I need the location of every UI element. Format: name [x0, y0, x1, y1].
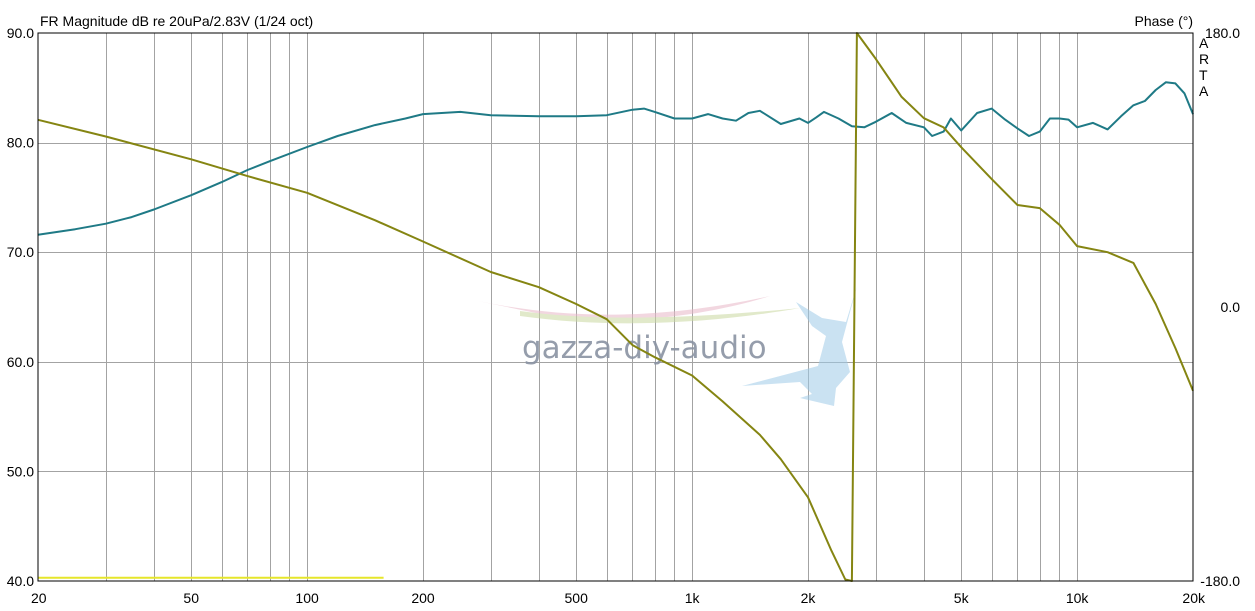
- watermark-swoosh: [478, 296, 770, 321]
- brand-letter: A: [1199, 83, 1209, 99]
- y-tick-label: 40.0: [7, 573, 34, 589]
- x-tick-label: 10k: [1066, 590, 1090, 606]
- magnitude-series: [37, 81, 1194, 236]
- y2-tick-label: 180.0: [1205, 25, 1240, 41]
- brand-letter: T: [1199, 67, 1208, 83]
- x-tick-label: 100: [295, 590, 319, 606]
- chart-title: FR Magnitude dB re 20uPa/2.83V (1/24 oct…: [40, 13, 313, 29]
- y-axis-ticks: 90.0 80.0 70.0 60.0 50.0 40.0: [7, 25, 34, 589]
- x-axis-ticks: 20 50 100 200 500 1k 2k 5k 10k 20k: [31, 590, 1206, 606]
- y-tick-label: 90.0: [7, 25, 34, 41]
- y-tick-label: 80.0: [7, 135, 34, 151]
- brand-letter: A: [1199, 35, 1209, 51]
- plot-frame: [37, 32, 1194, 582]
- x-tick-label: 20: [31, 590, 47, 606]
- x-tick-label: 50: [183, 590, 199, 606]
- x-tick-label: 5k: [954, 590, 970, 606]
- x-tick-label: 2k: [801, 590, 817, 606]
- phase-line: [37, 32, 1194, 582]
- y2-tick-label: 0.0: [1221, 299, 1241, 315]
- y2-axis-ticks: 180.0 0.0 -180.0: [1200, 25, 1240, 589]
- phase-series: [37, 32, 1194, 582]
- x-tick-label: 1k: [685, 590, 701, 606]
- x-tick-label: 20k: [1182, 590, 1206, 606]
- brand-letter: R: [1199, 51, 1209, 67]
- y2-tick-label: -180.0: [1200, 573, 1240, 589]
- x-tick-label: 500: [565, 590, 589, 606]
- horizontal-grid: [38, 143, 1193, 472]
- vertical-grid: [106, 33, 1078, 581]
- magnitude-line: [37, 81, 1194, 236]
- watermark-figure: [742, 286, 857, 406]
- watermark-logo: [478, 286, 857, 406]
- y-tick-label: 70.0: [7, 244, 34, 260]
- x-tick-label: 200: [411, 590, 435, 606]
- right-axis-title: Phase (°): [1134, 13, 1193, 29]
- watermark-text: gazza-diy-audio: [522, 330, 767, 366]
- y-tick-label: 50.0: [7, 463, 34, 479]
- y-tick-label: 60.0: [7, 354, 34, 370]
- watermark-swoosh-2: [520, 308, 800, 324]
